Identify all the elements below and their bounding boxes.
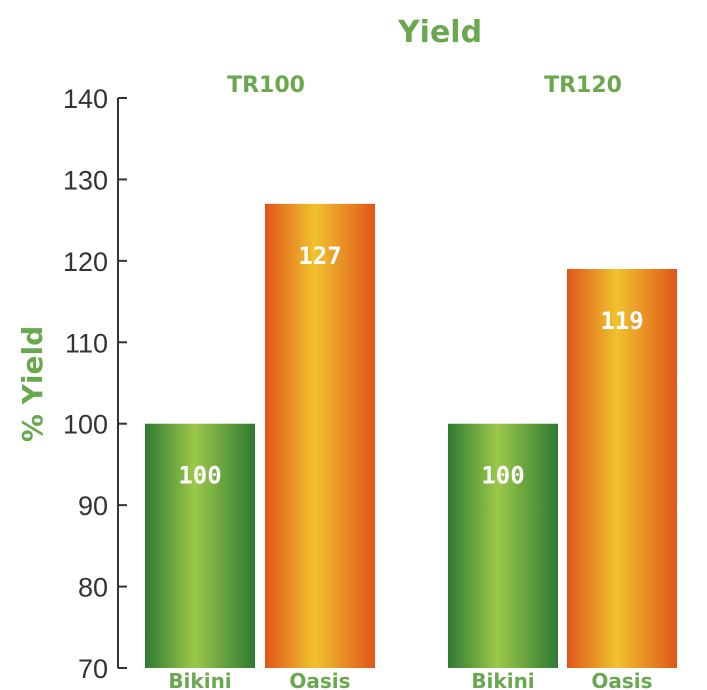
bar-value-label: 119 <box>600 307 643 335</box>
y-tick-label: 110 <box>65 328 108 358</box>
bar-value-label: 100 <box>481 462 524 490</box>
group-label: TR100 <box>227 73 305 98</box>
y-tick-label: 120 <box>63 247 108 277</box>
category-label: Bikini <box>168 669 231 690</box>
chart-title: Yield <box>397 15 482 50</box>
bar-value-label: 100 <box>178 462 221 490</box>
bar-group-tr120: TR120 100 Bikini 119 Oasis <box>448 73 677 690</box>
y-tick-label: 90 <box>78 491 108 521</box>
y-tick-label: 140 <box>63 84 108 114</box>
y-axis-label: % Yield <box>16 326 49 442</box>
bar-groups: TR100 100 Bikini 127 Oasis TR120 100 Bikini 119 O… <box>145 73 677 690</box>
bar-oasis-tr100 <box>265 203 375 668</box>
bar-oasis-tr120 <box>567 269 677 668</box>
bar-bikini-tr120 <box>448 423 558 668</box>
y-axis: 70 80 90 100 110 120 130 140 <box>63 84 127 684</box>
bar-bikini-tr100 <box>145 423 255 668</box>
category-label: Oasis <box>289 669 350 690</box>
y-tick-label: 70 <box>78 654 108 684</box>
group-label: TR120 <box>544 73 622 98</box>
category-label: Oasis <box>591 669 652 690</box>
y-tick-label: 100 <box>63 410 108 440</box>
bar-value-label: 127 <box>298 242 341 270</box>
y-tick-label: 130 <box>63 165 108 195</box>
bar-group-tr100: TR100 100 Bikini 127 Oasis <box>145 73 375 690</box>
y-tick-label: 80 <box>78 573 108 603</box>
category-label: Bikini <box>471 669 534 690</box>
